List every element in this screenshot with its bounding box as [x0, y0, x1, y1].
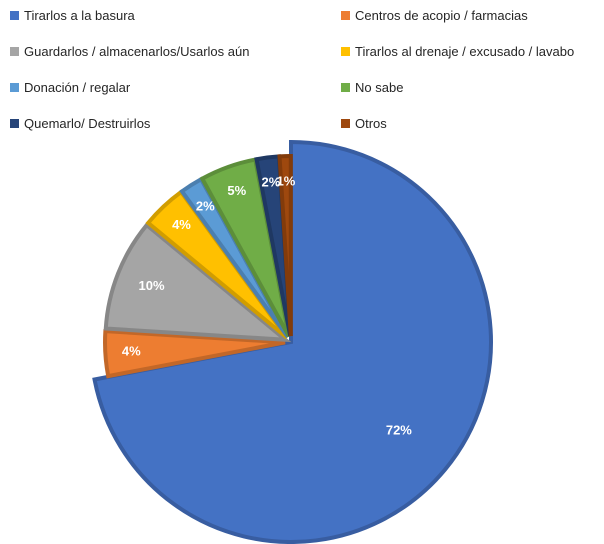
legend: Tirarlos a la basura Centros de acopio /… [0, 0, 604, 140]
legend-item-centros-acopio: Centros de acopio / farmacias [341, 8, 528, 23]
data-label-otros: 1% [277, 174, 296, 189]
legend-label-tirarlos-basura: Tirarlos a la basura [24, 8, 135, 23]
data-label-guardarlos: 10% [139, 278, 165, 293]
pie-slice-centros-acopio [103, 328, 286, 379]
data-label-drenaje: 4% [172, 217, 191, 232]
legend-label-otros: Otros [355, 116, 387, 131]
legend-label-drenaje: Tirarlos al drenaje / excusado / lavabo [355, 44, 575, 59]
pie-slice-guardarlos [103, 222, 292, 343]
legend-label-guardarlos: Guardarlos / almacenarlos/Usarlos aún [24, 44, 250, 59]
legend-swatch-centros-acopio [341, 11, 350, 20]
legend-swatch-no-sabe [341, 83, 350, 92]
legend-label-no-sabe: No sabe [355, 80, 404, 95]
legend-swatch-donacion [10, 83, 19, 92]
legend-swatch-quemarlo [10, 119, 19, 128]
data-label-quemarlo: 2% [262, 175, 281, 190]
pie-slice-tirarlos-basura [92, 139, 493, 544]
legend-item-quemarlo: Quemarlo/ Destruirlos [10, 116, 150, 131]
legend-item-guardarlos: Guardarlos / almacenarlos/Usarlos aún [10, 44, 249, 59]
legend-item-drenaje: Tirarlos al drenaje / excusado / lavabo [341, 44, 574, 59]
legend-item-tirarlos-basura: Tirarlos a la basura [10, 8, 135, 23]
legend-item-no-sabe: No sabe [341, 80, 403, 95]
legend-swatch-otros [341, 119, 350, 128]
pie-slice-otros [277, 154, 293, 337]
data-label-tirarlos-basura: 72% [386, 423, 412, 438]
legend-label-quemarlo: Quemarlo/ Destruirlos [24, 116, 151, 131]
legend-swatch-drenaje [341, 47, 350, 56]
data-label-centros-acopio: 4% [122, 343, 141, 358]
legend-label-centros-acopio: Centros de acopio / farmacias [355, 8, 528, 23]
legend-item-donacion: Donación / regalar [10, 80, 130, 95]
legend-label-donacion: Donación / regalar [24, 80, 131, 95]
data-label-donacion: 2% [196, 198, 215, 213]
data-label-no-sabe: 5% [227, 183, 246, 198]
legend-swatch-tirarlos-basura [10, 11, 19, 20]
legend-swatch-guardarlos [10, 47, 19, 56]
legend-item-otros: Otros [341, 116, 387, 131]
